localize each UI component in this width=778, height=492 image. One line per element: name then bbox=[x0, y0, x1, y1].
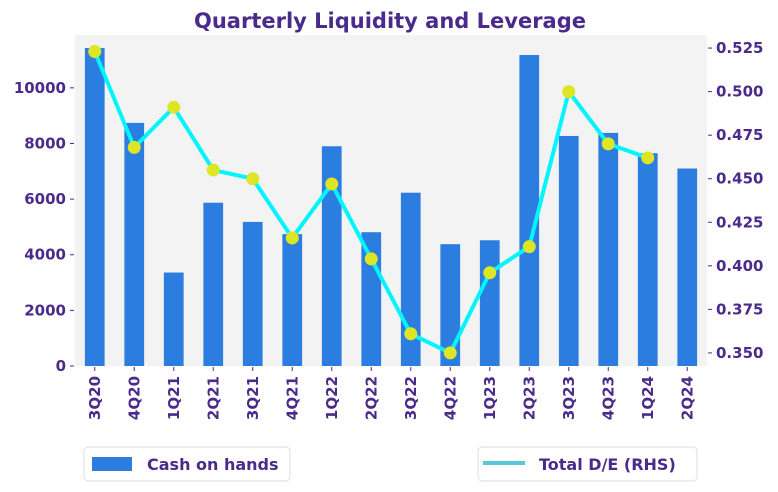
de-point-1Q24 bbox=[641, 151, 655, 165]
bar-4Q20 bbox=[124, 122, 145, 366]
left-tick-label: 6000 bbox=[24, 190, 66, 208]
de-point-4Q22 bbox=[443, 346, 457, 360]
bar-2Q23 bbox=[519, 55, 540, 367]
legend-cash-frame bbox=[83, 446, 291, 482]
x-tick-label: 2Q24 bbox=[678, 376, 696, 420]
chart-title: Quarterly Liquidity and Leverage bbox=[194, 9, 586, 33]
right-axis: 0.350 0.375 0.400 0.425 0.450 0.475 0.500 0.525 bbox=[708, 39, 763, 362]
x-tick-label: 4Q21 bbox=[283, 376, 301, 420]
right-tick-label: 0.475 bbox=[716, 126, 763, 144]
x-tick-label: 2Q21 bbox=[204, 376, 222, 420]
legend-cash-swatch bbox=[92, 457, 132, 471]
legend-de-frame bbox=[477, 446, 698, 482]
bar-1Q21 bbox=[163, 272, 184, 366]
x-tick-label: 2Q23 bbox=[520, 376, 538, 420]
bar-1Q22 bbox=[321, 146, 342, 366]
legend-cash-label: Cash on hands bbox=[147, 455, 279, 474]
de-point-2Q22 bbox=[364, 252, 378, 266]
x-axis: 3Q20 4Q20 1Q21 2Q21 3Q21 4Q21 1Q22 2Q22 3Q22 4Q22… bbox=[86, 367, 696, 420]
bar-3Q20 bbox=[84, 48, 105, 366]
de-point-3Q23 bbox=[562, 85, 576, 99]
de-point-2Q23 bbox=[522, 240, 536, 254]
right-tick-label: 0.500 bbox=[716, 83, 763, 101]
line-series bbox=[88, 45, 655, 360]
left-tick-label: 8000 bbox=[24, 134, 66, 152]
x-tick-label: 4Q22 bbox=[441, 376, 459, 420]
x-tick-label: 1Q22 bbox=[323, 376, 341, 420]
left-axis: 0 2000 4000 6000 8000 10000 bbox=[14, 79, 74, 375]
de-point-4Q23 bbox=[601, 137, 615, 151]
bar-1Q24 bbox=[637, 153, 658, 366]
right-tick-label: 0.375 bbox=[716, 300, 763, 318]
bar-2Q21 bbox=[203, 202, 224, 366]
right-tick-label: 0.425 bbox=[716, 213, 763, 231]
x-tick-label: 1Q24 bbox=[639, 376, 657, 420]
bar-3Q21 bbox=[242, 221, 263, 366]
x-tick-label: 4Q20 bbox=[125, 376, 143, 420]
left-tick-label: 10000 bbox=[14, 79, 66, 97]
de-point-3Q21 bbox=[246, 172, 260, 186]
right-tick-label: 0.400 bbox=[716, 257, 763, 275]
bar-2Q22 bbox=[361, 232, 382, 366]
de-point-4Q21 bbox=[285, 231, 299, 245]
x-tick-label: 3Q21 bbox=[244, 376, 262, 420]
bar-4Q22 bbox=[440, 244, 461, 366]
bar-series bbox=[84, 48, 698, 367]
de-point-4Q20 bbox=[127, 140, 141, 154]
legend-de: Total D/E (RHS) bbox=[477, 446, 698, 482]
de-point-1Q22 bbox=[325, 177, 339, 191]
bar-4Q21 bbox=[282, 234, 303, 366]
right-tick-label: 0.525 bbox=[716, 39, 763, 57]
left-tick-label: 4000 bbox=[24, 246, 66, 264]
de-point-3Q20 bbox=[88, 45, 102, 59]
bar-4Q23 bbox=[598, 132, 619, 366]
legend-de-label: Total D/E (RHS) bbox=[539, 455, 676, 474]
x-tick-label: 4Q23 bbox=[599, 376, 617, 420]
x-tick-label: 3Q23 bbox=[560, 376, 578, 420]
bar-3Q23 bbox=[558, 135, 579, 366]
de-point-2Q21 bbox=[206, 163, 220, 177]
de-point-1Q23 bbox=[483, 266, 497, 280]
de-point-3Q22 bbox=[404, 327, 418, 341]
left-tick-label: 2000 bbox=[24, 301, 66, 319]
right-tick-label: 0.450 bbox=[716, 170, 763, 188]
bar-1Q23 bbox=[479, 240, 500, 366]
bar-2Q24 bbox=[677, 168, 698, 366]
x-tick-label: 3Q20 bbox=[86, 376, 104, 420]
x-tick-label: 2Q22 bbox=[362, 376, 380, 420]
x-tick-label: 3Q22 bbox=[402, 376, 420, 420]
x-tick-label: 1Q23 bbox=[481, 376, 499, 420]
legend-cash: Cash on hands bbox=[83, 446, 291, 482]
right-tick-label: 0.350 bbox=[716, 344, 763, 362]
de-point-1Q21 bbox=[167, 100, 181, 114]
left-tick-label: 0 bbox=[56, 357, 66, 375]
x-tick-label: 1Q21 bbox=[165, 376, 183, 420]
